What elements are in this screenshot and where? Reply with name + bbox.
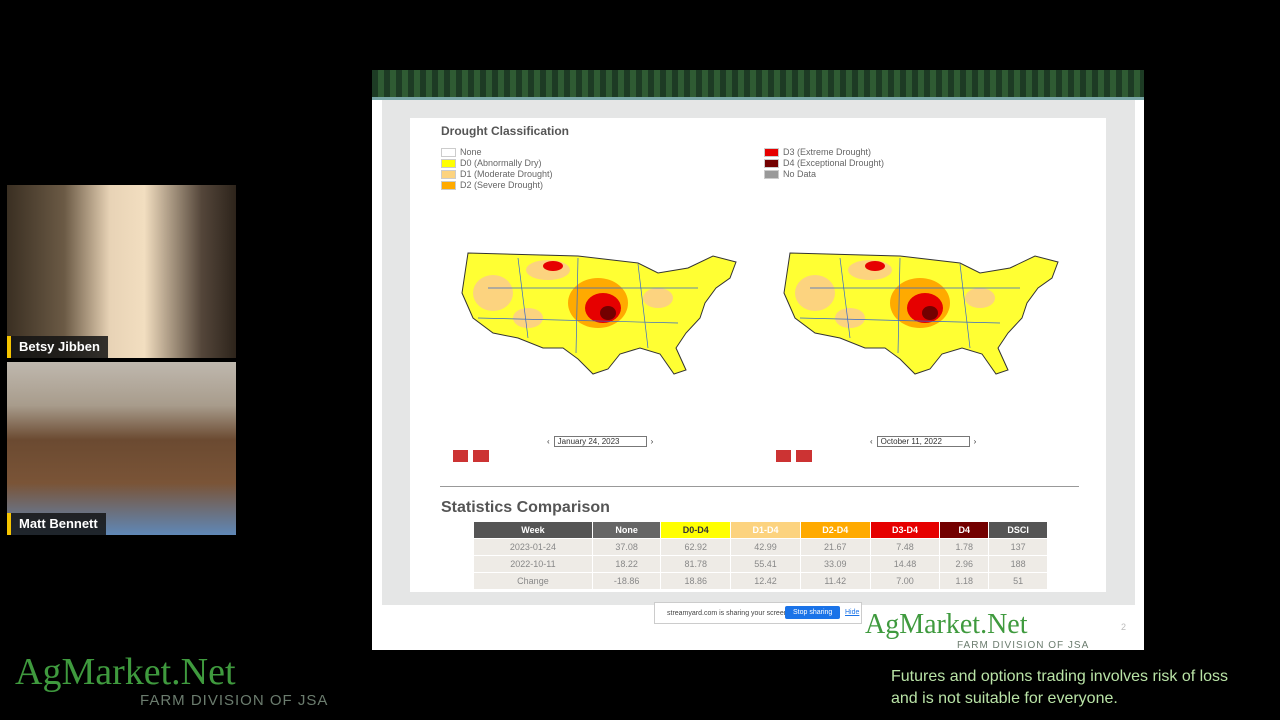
- legend-label: D4 (Exceptional Drought): [783, 158, 885, 168]
- legend-title: Drought Classification: [441, 124, 570, 138]
- table-cell: 18.22: [592, 556, 661, 572]
- download-icons[interactable]: [453, 450, 489, 462]
- download-icons[interactable]: [776, 450, 812, 462]
- legend-label: D1 (Moderate Drought): [460, 169, 553, 179]
- logo-tagline: FARM DIVISION OF JSA: [957, 640, 1090, 651]
- table-cell: 188: [989, 556, 1047, 572]
- date-selector[interactable]: ‹ January 24, 2023 ›: [547, 436, 654, 447]
- legend-swatch: [441, 170, 456, 179]
- logo: AgMarket.Net FARM DIVISION OF JSA: [15, 652, 328, 709]
- video-tile: Betsy Jibben: [7, 185, 236, 358]
- table-cell: 1.78: [940, 539, 989, 555]
- legend-label: D0 (Abnormally Dry): [460, 158, 542, 168]
- slide-logo: AgMarket.Net FARM DIVISION OF JSA: [865, 609, 1090, 652]
- table-cell: 37.08: [592, 539, 661, 555]
- legend-swatch: [764, 170, 779, 179]
- legend-label: None: [460, 147, 482, 157]
- table-cell: 2023-01-24: [474, 539, 592, 555]
- table-header: D4: [940, 522, 989, 538]
- legend-item: D4 (Exceptional Drought): [764, 158, 884, 169]
- date-value[interactable]: October 11, 2022: [876, 436, 970, 447]
- table-cell: 137: [989, 539, 1047, 555]
- video-tile: Matt Bennett: [7, 362, 236, 535]
- table-header: None: [592, 522, 661, 538]
- disclaimer-line: Futures and options trading involves ris…: [891, 668, 1229, 685]
- table-header: D1-D4: [731, 522, 800, 538]
- table-cell: 62.92: [661, 539, 731, 555]
- date-selector[interactable]: ‹ October 11, 2022 ›: [870, 436, 977, 447]
- table-cell: 12.42: [731, 573, 800, 589]
- hide-link[interactable]: Hide: [845, 609, 860, 616]
- table-cell: 11.42: [800, 573, 870, 589]
- table-cell: 2022-10-11: [474, 556, 592, 572]
- legend-item: D1 (Moderate Drought): [441, 169, 553, 180]
- table-row: 2023-01-24 37.08 62.92 42.99 21.67 7.48 1.78 13…: [474, 539, 1047, 555]
- logo-name: AgMarket.Net: [15, 651, 236, 693]
- legend-label: D2 (Severe Drought): [460, 180, 544, 190]
- table-cell: 55.41: [731, 556, 800, 572]
- table-header: DSCI: [989, 522, 1047, 538]
- legend-label: No Data: [783, 169, 817, 179]
- table-cell: 2.96: [940, 556, 989, 572]
- stop-sharing-button[interactable]: Stop sharing: [785, 606, 841, 619]
- logo-name: AgMarket.Net: [865, 609, 1028, 640]
- date-value[interactable]: January 24, 2023: [553, 436, 647, 447]
- legend-swatch: [441, 148, 456, 157]
- legend-swatch: [764, 159, 779, 168]
- legend-swatch: [441, 181, 456, 190]
- stats-title: Statistics Comparison: [441, 499, 610, 516]
- table-header: D0-D4: [661, 522, 731, 538]
- table-header: Week: [474, 522, 592, 538]
- table-cell: Change: [474, 573, 592, 589]
- maps: [461, 252, 1059, 375]
- participant-name: Matt Bennett: [7, 513, 106, 535]
- legend-label: D3 (Extreme Drought): [783, 147, 872, 157]
- logo-tagline: FARM DIVISION OF JSA: [140, 692, 329, 709]
- legend-swatch: [441, 159, 456, 168]
- slide-content: Drought Classification None D0 (Abnormall…: [410, 118, 1106, 592]
- share-text: streamyard.com is sharing your screen.: [667, 610, 790, 617]
- table-row: 2022-10-11 18.22 81.78 55.41 33.09 14.48 2.96 1…: [474, 556, 1047, 572]
- page-number: 2: [1121, 622, 1127, 632]
- table-header: D3-D4: [870, 522, 940, 538]
- stats-table: Week None D0-D4 D1-D4 D2-D4 D3-D4 D4 DSCI 2023-…: [473, 521, 1048, 590]
- divider: [440, 486, 1079, 487]
- table-cell: 21.67: [800, 539, 870, 555]
- legend-swatch: [764, 148, 779, 157]
- shared-slide: Drought Classification None D0 (Abnormall…: [372, 70, 1144, 652]
- participant-name: Betsy Jibben: [7, 336, 108, 358]
- table-cell: 51: [989, 573, 1047, 589]
- disclaimer: Futures and options trading involves ris…: [891, 666, 1228, 710]
- table-cell: 7.48: [870, 539, 940, 555]
- table-cell: 7.00: [870, 573, 940, 589]
- table-cell: 42.99: [731, 539, 800, 555]
- table-cell: -18.86: [592, 573, 661, 589]
- table-row: Change -18.86 18.86 12.42 11.42 7.00 1.18 51: [474, 573, 1047, 589]
- table-cell: 14.48: [870, 556, 940, 572]
- table-cell: 81.78: [661, 556, 731, 572]
- legend-item: D2 (Severe Drought): [441, 180, 543, 191]
- table-cell: 1.18: [940, 573, 989, 589]
- disclaimer-line: and is not suitable for everyone.: [891, 690, 1118, 707]
- legend-item: D0 (Abnormally Dry): [441, 158, 542, 169]
- table-cell: 33.09: [800, 556, 870, 572]
- banner: [372, 70, 1144, 100]
- share-bar: streamyard.com is sharing your screen. S…: [654, 602, 862, 624]
- table-header: D2-D4: [800, 522, 870, 538]
- legend-item: None: [441, 147, 482, 158]
- table-cell: 18.86: [661, 573, 731, 589]
- legend-item: D3 (Extreme Drought): [764, 147, 871, 158]
- legend-item: No Data: [764, 169, 816, 180]
